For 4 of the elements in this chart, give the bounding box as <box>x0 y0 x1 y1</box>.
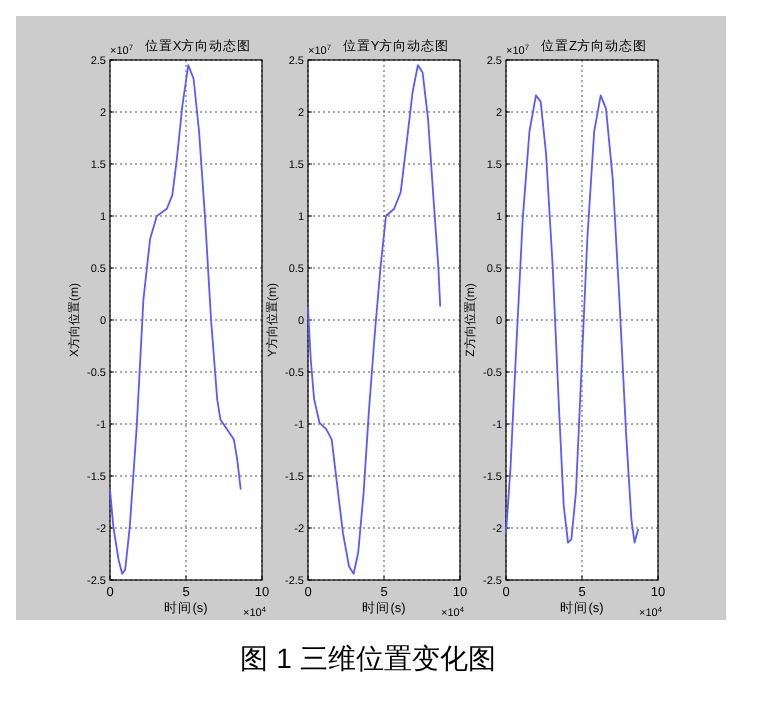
line-series <box>109 64 242 575</box>
caption: 图 1 三维位置变化图 <box>240 642 496 674</box>
line-series <box>307 64 442 575</box>
line-series <box>505 94 640 544</box>
